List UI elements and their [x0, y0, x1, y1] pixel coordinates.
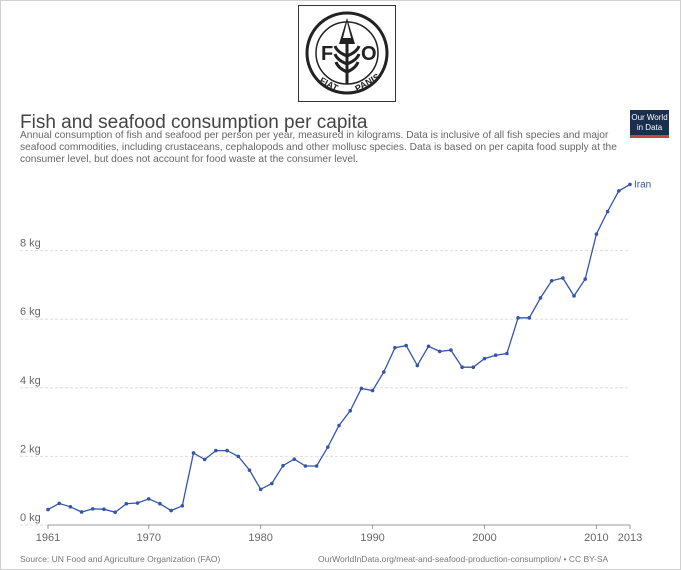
x-tick-label: 1961 [36, 532, 60, 544]
series-layer: Iran [46, 179, 651, 515]
data-point[interactable] [505, 351, 509, 356]
data-point[interactable] [437, 349, 442, 354]
data-point[interactable] [225, 448, 229, 453]
data-point[interactable] [561, 276, 565, 280]
x-tick-label: 2010 [584, 532, 608, 544]
data-point[interactable] [46, 507, 50, 512]
fao-logo: F O FIAT PANIS [298, 5, 396, 102]
owid-badge[interactable]: Our World in Data [630, 110, 669, 138]
data-point[interactable] [415, 363, 420, 368]
series-label: Iran [634, 179, 651, 190]
axis-layer: 0 kg 2 kg 4 kg 6 kg 8 kg 1961 1970 1980 1990 2000… [20, 238, 642, 544]
data-point[interactable] [214, 448, 218, 453]
data-point[interactable] [236, 454, 241, 459]
y-tick-label: 8 kg [20, 238, 41, 250]
owid-badge-line2: in Data [636, 123, 663, 132]
data-point[interactable] [158, 501, 162, 506]
x-tick-label: 1980 [248, 532, 272, 544]
data-point[interactable] [337, 423, 341, 428]
data-point[interactable] [493, 353, 498, 358]
data-point[interactable] [113, 510, 117, 515]
y-tick-label: 0 kg [20, 512, 41, 524]
data-point[interactable] [617, 189, 621, 193]
data-point[interactable] [303, 464, 308, 468]
data-point[interactable] [169, 508, 173, 513]
data-point[interactable] [460, 365, 464, 370]
data-point[interactable] [359, 386, 364, 391]
svg-text:F: F [321, 43, 333, 65]
data-point[interactable] [482, 356, 487, 361]
data-point[interactable] [605, 209, 610, 214]
data-point[interactable] [404, 343, 408, 348]
data-point[interactable] [292, 457, 297, 461]
data-point[interactable] [572, 294, 576, 298]
chart-title: Fish and seafood consumption per capita [20, 112, 368, 133]
data-point[interactable] [202, 457, 207, 462]
data-point[interactable] [270, 481, 274, 486]
chart-subtitle: Annual consumption of fish and seafood p… [20, 130, 617, 165]
data-point[interactable] [146, 497, 151, 501]
y-tick-label: 6 kg [20, 306, 41, 318]
data-point[interactable] [393, 345, 397, 350]
data-point[interactable] [348, 408, 352, 413]
data-point[interactable] [57, 501, 61, 506]
data-point[interactable] [594, 232, 599, 236]
data-point[interactable] [628, 182, 632, 187]
series-line-iran [47, 183, 631, 514]
data-point[interactable] [314, 464, 319, 468]
data-point[interactable] [102, 507, 106, 512]
data-point[interactable] [449, 348, 453, 352]
data-point[interactable] [516, 316, 520, 320]
data-point[interactable] [258, 487, 263, 492]
grid-layer [20, 250, 630, 526]
data-point[interactable] [191, 451, 196, 455]
y-tick-label: 2 kg [20, 443, 41, 455]
data-point[interactable] [538, 296, 543, 300]
y-tick-label: 4 kg [20, 375, 41, 387]
x-tick-label: 2000 [472, 532, 496, 544]
x-tick-label: 2013 [618, 532, 642, 544]
data-point[interactable] [180, 503, 185, 508]
data-point[interactable] [426, 344, 431, 349]
svg-text:O: O [361, 43, 377, 65]
data-point[interactable] [381, 370, 386, 374]
data-point[interactable] [79, 510, 84, 514]
data-point[interactable] [124, 501, 129, 506]
data-point[interactable] [370, 388, 375, 393]
data-point[interactable] [68, 505, 73, 509]
x-tick-label: 1990 [360, 532, 384, 544]
data-point[interactable] [135, 501, 140, 505]
data-point[interactable] [247, 468, 252, 472]
source-note: Source: UN Food and Agriculture Organiza… [20, 554, 221, 564]
data-point[interactable] [90, 507, 95, 511]
owid-badge-line1: Our World [631, 113, 668, 122]
data-point[interactable] [326, 445, 330, 449]
data-point[interactable] [583, 277, 588, 281]
data-point[interactable] [281, 463, 285, 468]
source-link[interactable]: OurWorldInData.org/meat-and-seafood-prod… [318, 554, 609, 564]
data-point[interactable] [549, 278, 554, 283]
data-point[interactable] [527, 316, 532, 320]
data-point[interactable] [471, 365, 476, 370]
x-tick-label: 1970 [136, 532, 160, 544]
